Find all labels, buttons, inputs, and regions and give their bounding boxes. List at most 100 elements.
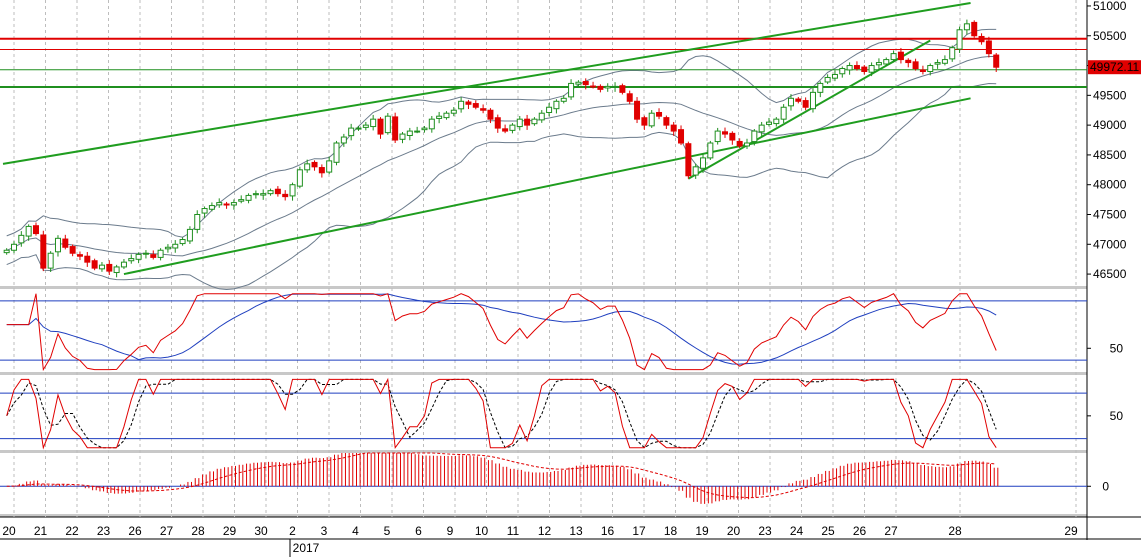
x-tick-label: 16: [601, 524, 615, 538]
x-tick-label: 25: [821, 524, 835, 538]
candle-body: [531, 118, 538, 125]
bollinger-lower: [6, 82, 997, 291]
macd-tick-label: 0: [1102, 479, 1109, 493]
x-tick-label: 28: [948, 524, 962, 538]
x-tick-label: 17: [632, 524, 646, 538]
rsi-line: [6, 293, 997, 372]
candle-body: [230, 202, 237, 206]
candle-body: [296, 169, 303, 187]
candle-body: [260, 193, 267, 196]
candle-body: [861, 66, 868, 73]
candle-body: [414, 130, 421, 133]
candle-body: [897, 51, 904, 61]
candle-body: [40, 234, 47, 269]
candle-body: [54, 237, 61, 253]
candle-body: [245, 194, 252, 201]
candle-body: [890, 53, 897, 61]
candle-body: [934, 62, 941, 65]
x-tick-label: 29: [1064, 524, 1078, 538]
candle-body: [10, 243, 17, 251]
candle-body: [905, 59, 912, 64]
candle-body: [868, 65, 875, 73]
y-tick-label: 51000: [1093, 0, 1127, 13]
x-tick-label: 21: [34, 524, 48, 538]
x-tick-label: 28: [191, 524, 205, 538]
candle-body: [340, 136, 347, 144]
candle-body: [304, 163, 311, 171]
candle-body: [318, 167, 325, 174]
candle-body: [62, 238, 69, 248]
y-tick-label: 47000: [1093, 237, 1127, 251]
candle-body: [333, 142, 340, 163]
candle-body: [421, 127, 428, 131]
candle-body: [516, 118, 523, 128]
candle-body: [3, 249, 10, 254]
candle-body: [560, 97, 567, 102]
candle-body: [201, 208, 208, 214]
candle-body: [194, 214, 201, 230]
x-tick-label: 9: [447, 524, 454, 538]
candle-body: [993, 54, 1000, 68]
candle-body: [76, 254, 83, 257]
trendline: [687, 39, 931, 180]
candle-body: [568, 82, 575, 98]
candle-body: [120, 261, 127, 268]
candle-body: [963, 23, 970, 31]
candle-body: [223, 203, 230, 206]
candle-body: [274, 188, 281, 195]
candle-body: [656, 111, 663, 117]
candle-body: [612, 85, 619, 88]
candle-body: [472, 103, 479, 108]
candle-body: [370, 118, 377, 128]
candle-body: [399, 133, 406, 140]
candle-body: [604, 85, 611, 89]
candle-body: [949, 47, 956, 60]
x-tick-label: 26: [128, 524, 142, 538]
x-tick-label: 23: [758, 524, 772, 538]
candle-body: [465, 101, 472, 105]
x-tick-label: 20: [727, 524, 741, 538]
candle-body: [135, 253, 142, 260]
candle-body: [216, 202, 223, 206]
trendline: [123, 97, 971, 276]
bollinger-upper: [6, 28, 997, 238]
candle-body: [113, 266, 120, 274]
y-tick-label: 47500: [1093, 208, 1127, 222]
candle-body: [509, 124, 516, 131]
stochastic-k-line: [6, 377, 997, 450]
trendline: [2, 1, 971, 165]
candle-body: [729, 132, 736, 141]
candle-body: [751, 130, 758, 143]
x-tick-label: 11: [507, 524, 520, 538]
y-tick-label: 49000: [1093, 118, 1127, 132]
candle-body: [670, 124, 677, 132]
candle-body: [927, 65, 934, 72]
candle-body: [377, 118, 384, 135]
candle-body: [743, 142, 750, 147]
candle-body: [575, 81, 582, 85]
candle-body: [252, 193, 259, 196]
candle-body: [839, 68, 846, 75]
candle-body: [758, 124, 765, 133]
candle-body: [164, 246, 171, 250]
candle-body: [809, 91, 816, 110]
x-tick-label: 20: [2, 524, 16, 538]
candle-body: [84, 255, 91, 263]
candle-body: [436, 115, 443, 119]
candle-body: [208, 205, 215, 210]
candle-body: [128, 258, 135, 262]
macd-signal-line: [6, 452, 997, 499]
candle-body: [546, 106, 553, 113]
y-tick-label: 49500: [1093, 88, 1127, 102]
candle-body: [883, 59, 890, 65]
candle-body: [736, 140, 743, 147]
candle-body: [853, 65, 860, 70]
candle-body: [98, 264, 105, 270]
candle-body: [384, 115, 391, 134]
candle-body: [362, 124, 369, 128]
candle-body: [941, 59, 948, 64]
stochastic-tick-label: 50: [1110, 409, 1124, 423]
year-label: 2017: [293, 541, 320, 555]
candle-body: [795, 98, 802, 102]
candle-body: [487, 109, 494, 120]
